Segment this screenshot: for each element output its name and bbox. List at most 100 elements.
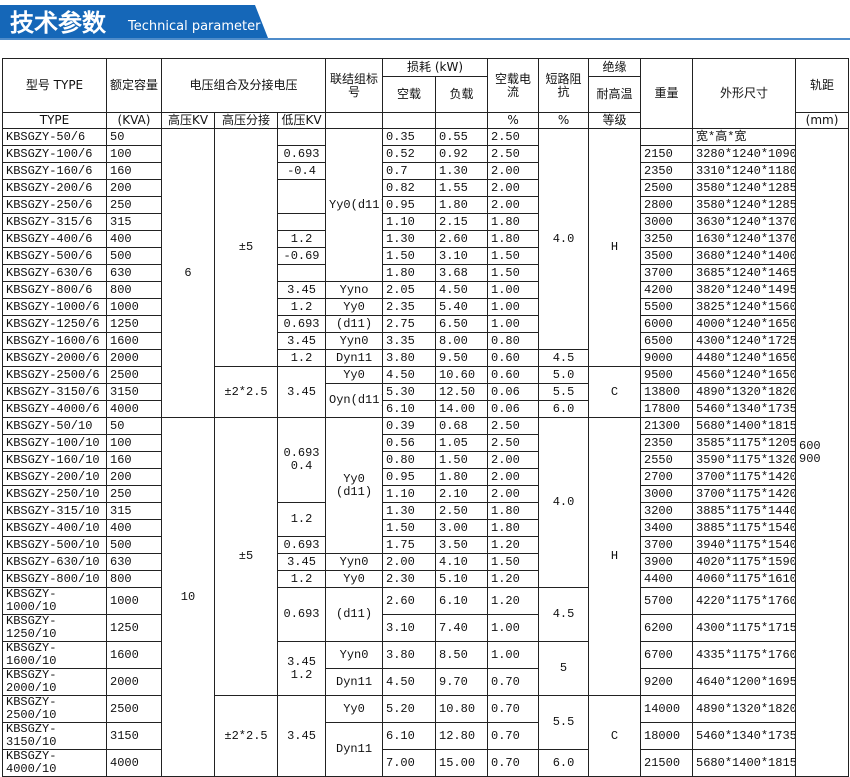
data-cell: 2.50	[487, 434, 540, 452]
header-cell: 外形尺寸	[692, 58, 797, 129]
data-cell: 630	[106, 264, 162, 282]
data-cell: KBSGZY-4000/10	[2, 749, 107, 777]
data-cell: 4000	[106, 400, 162, 418]
data-cell: 3500	[640, 247, 694, 265]
header-cell: 损耗 (kW)	[382, 58, 489, 77]
data-cell: KBSGZY-100/6	[2, 145, 107, 163]
data-cell: 9.50	[435, 349, 489, 367]
data-cell: 1.00	[487, 641, 540, 669]
data-cell: 2.00	[487, 485, 540, 503]
header-cell: 空载电流	[487, 58, 540, 113]
merged-cell: C	[588, 695, 642, 777]
data-cell: 0.95	[382, 468, 437, 486]
header-cell	[325, 112, 384, 129]
data-row: KBSGZY-400/10 400 1.50 3.00 1.80 3400 3885*117…	[2, 519, 849, 537]
merged-cell: 10	[161, 417, 215, 777]
data-row: KBSGZY-50/6 50 6 ±5 Yy0(d11) 0.35 0.55 2.50 4.0 H…	[2, 128, 850, 777]
data-cell: 1.50	[382, 519, 437, 537]
data-cell: 6.10	[382, 400, 437, 418]
data-cell: 4060*1175*1610	[692, 570, 797, 588]
data-cell: KBSGZY-2500/6	[2, 366, 107, 384]
merged-cell: 4.5	[538, 349, 590, 367]
data-cell: 4300*1175*1715	[692, 614, 797, 642]
data-cell: 1.80	[487, 230, 540, 248]
data-cell: 2.50	[487, 417, 540, 435]
data-cell: 6700	[640, 641, 694, 669]
merged-cell: 0.693 0.4	[276, 417, 327, 503]
data-cell: 0.70	[487, 668, 540, 696]
data-cell: 3885*1175*1440	[692, 502, 797, 520]
header-cell: 高压分接	[214, 112, 278, 129]
header-cell: 额定容量	[106, 58, 162, 113]
data-cell: 0.95	[382, 196, 437, 214]
data-cell: 3.10	[435, 247, 489, 265]
data-cell: 4400	[640, 570, 694, 588]
data-cell: 2.00	[487, 468, 540, 486]
merged-cell: Yyn0	[325, 641, 384, 669]
data-cell: KBSGZY-4000/6	[2, 400, 107, 418]
data-row: KBSGZY-250/6 250 0.95 1.80 2.00 2800 3580*1240…	[2, 196, 849, 214]
data-cell: 2.30	[382, 570, 437, 588]
data-cell: 400	[106, 230, 162, 248]
header-cell	[382, 112, 437, 129]
data-cell: 2350	[640, 162, 694, 180]
data-row: KBSGZY-2500/6 2500 ±2*2.5 3.45 Yy0 4.50 10.60 0…	[2, 366, 849, 418]
data-row: KBSGZY-3150/10 3150 Dyn11 6.10 12.80 0.70 1800…	[2, 722, 849, 777]
data-cell: 2700	[640, 468, 694, 486]
data-cell: 18000	[640, 722, 694, 750]
data-cell: 3200	[640, 502, 694, 520]
data-cell: KBSGZY-800/10	[2, 570, 107, 588]
data-cell: KBSGZY-2000/6	[2, 349, 107, 367]
data-cell: KBSGZY-500/10	[2, 536, 107, 554]
merged-cell: Yyn0	[325, 332, 384, 350]
header-cell: 联结组标号	[325, 58, 384, 113]
spec-table: 型号 TYPE 额定容量 电压组合及分接电压 联结组标号 损耗 (kW) 空载电…	[2, 58, 850, 777]
data-cell: 2.50	[487, 128, 540, 146]
data-cell: 1.30	[382, 230, 437, 248]
data-cell: KBSGZY-400/10	[2, 519, 107, 537]
data-cell: 2.15	[435, 213, 489, 231]
data-cell: 1.80	[435, 196, 489, 214]
data-cell: 0.80	[487, 332, 540, 350]
data-cell: 2.00	[487, 162, 540, 180]
merged-cell: 1.2	[276, 570, 327, 588]
data-cell: 9200	[640, 668, 694, 696]
data-cell: 2.00	[487, 196, 540, 214]
data-cell: 4000	[106, 749, 162, 777]
header-cell	[435, 112, 489, 129]
data-cell: 3680*1240*1400	[692, 247, 797, 265]
data-cell: 3585*1175*1205	[692, 434, 797, 452]
data-cell: KBSGZY-500/6	[2, 247, 107, 265]
data-cell: 3.00	[435, 519, 489, 537]
data-cell: 0.39	[382, 417, 437, 435]
data-cell: 12.50	[435, 383, 489, 401]
data-cell: KBSGZY-2500/10	[2, 695, 107, 723]
data-cell: 160	[106, 162, 162, 180]
data-row: KBSGZY-2000/6 2000 1.2 Dyn11 3.80 9.50 0.60 4.5…	[2, 349, 849, 367]
data-cell: 2.75	[382, 315, 437, 333]
data-cell: KBSGZY-100/10	[2, 434, 107, 452]
data-row: KBSGZY-315/6 315 1.10 2.15 1.80 3000 3630*1240…	[2, 213, 849, 231]
data-cell: 5680*1400*1815	[692, 417, 797, 435]
data-cell: 13800	[640, 383, 694, 401]
data-cell: 2000	[106, 668, 162, 696]
merged-cell: 0.693	[276, 587, 327, 642]
merged-cell: Yy0	[325, 298, 384, 316]
data-cell: 17800	[640, 400, 694, 418]
merged-cell: 3.45	[276, 332, 327, 350]
data-cell: 21500	[640, 749, 694, 777]
gauge-cell: 600 900	[795, 128, 850, 777]
data-cell: 3940*1175*1540	[692, 536, 797, 554]
data-cell: 1000	[106, 298, 162, 316]
data-cell: KBSGZY-3150/6	[2, 383, 107, 401]
merged-cell: 4.0	[538, 417, 590, 588]
data-cell: 5500	[640, 298, 694, 316]
merged-cell: 5.5	[538, 383, 590, 401]
data-cell: 5680*1400*1815	[692, 749, 797, 777]
data-cell: 0.68	[435, 417, 489, 435]
data-cell: 3590*1175*1320	[692, 451, 797, 469]
header-cell: (KVA)	[106, 112, 162, 129]
data-cell: 1.80	[487, 213, 540, 231]
merged-cell: Yy0	[325, 570, 384, 588]
banner: 技术参数 Technical parameter	[0, 5, 850, 40]
